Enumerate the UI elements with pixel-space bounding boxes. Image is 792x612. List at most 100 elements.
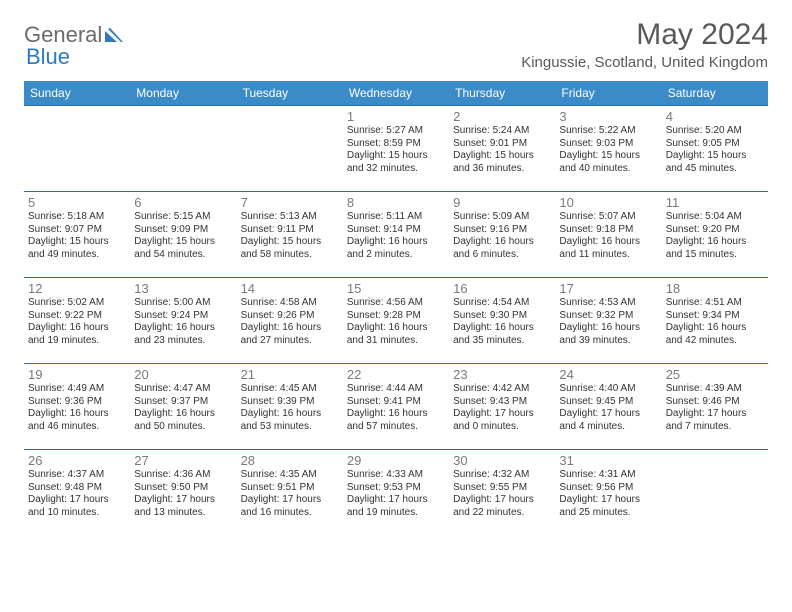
- calendar-day-cell: 15Sunrise: 4:56 AMSunset: 9:28 PMDayligh…: [343, 278, 449, 364]
- day-info: Sunrise: 4:44 AMSunset: 9:41 PMDaylight:…: [347, 383, 445, 433]
- day-info: Sunrise: 5:02 AMSunset: 9:22 PMDaylight:…: [28, 297, 126, 347]
- weekday-header: Wednesday: [343, 81, 449, 106]
- calendar-day-cell: 30Sunrise: 4:32 AMSunset: 9:55 PMDayligh…: [449, 450, 555, 536]
- day-info: Sunrise: 5:20 AMSunset: 9:05 PMDaylight:…: [666, 125, 764, 175]
- day-number: 29: [347, 453, 445, 468]
- calendar-week-row: 12Sunrise: 5:02 AMSunset: 9:22 PMDayligh…: [24, 278, 768, 364]
- calendar-day-cell: 12Sunrise: 5:02 AMSunset: 9:22 PMDayligh…: [24, 278, 130, 364]
- calendar-table: SundayMondayTuesdayWednesdayThursdayFrid…: [24, 81, 768, 536]
- calendar-day-cell: 11Sunrise: 5:04 AMSunset: 9:20 PMDayligh…: [662, 192, 768, 278]
- weekday-header: Tuesday: [237, 81, 343, 106]
- day-number: 5: [28, 195, 126, 210]
- calendar-day-cell: 19Sunrise: 4:49 AMSunset: 9:36 PMDayligh…: [24, 364, 130, 450]
- calendar-day-cell: 8Sunrise: 5:11 AMSunset: 9:14 PMDaylight…: [343, 192, 449, 278]
- calendar-day-cell: 18Sunrise: 4:51 AMSunset: 9:34 PMDayligh…: [662, 278, 768, 364]
- day-number: 31: [559, 453, 657, 468]
- day-info: Sunrise: 4:58 AMSunset: 9:26 PMDaylight:…: [241, 297, 339, 347]
- day-number: 26: [28, 453, 126, 468]
- calendar-day-cell: 22Sunrise: 4:44 AMSunset: 9:41 PMDayligh…: [343, 364, 449, 450]
- calendar-day-cell: 10Sunrise: 5:07 AMSunset: 9:18 PMDayligh…: [555, 192, 661, 278]
- day-info: Sunrise: 5:11 AMSunset: 9:14 PMDaylight:…: [347, 211, 445, 261]
- month-title: May 2024: [521, 18, 768, 52]
- calendar-day-cell: 16Sunrise: 4:54 AMSunset: 9:30 PMDayligh…: [449, 278, 555, 364]
- day-number: 4: [666, 109, 764, 124]
- calendar-header-row: SundayMondayTuesdayWednesdayThursdayFrid…: [24, 81, 768, 106]
- day-number: 12: [28, 281, 126, 296]
- day-info: Sunrise: 5:15 AMSunset: 9:09 PMDaylight:…: [134, 211, 232, 261]
- day-number: 1: [347, 109, 445, 124]
- location-text: Kingussie, Scotland, United Kingdom: [521, 54, 768, 71]
- day-number: 20: [134, 367, 232, 382]
- day-info: Sunrise: 4:56 AMSunset: 9:28 PMDaylight:…: [347, 297, 445, 347]
- calendar-day-cell: 1Sunrise: 5:27 AMSunset: 8:59 PMDaylight…: [343, 106, 449, 192]
- day-info: Sunrise: 4:54 AMSunset: 9:30 PMDaylight:…: [453, 297, 551, 347]
- calendar-empty-cell: [130, 106, 236, 192]
- day-info: Sunrise: 5:27 AMSunset: 8:59 PMDaylight:…: [347, 125, 445, 175]
- weekday-header: Friday: [555, 81, 661, 106]
- calendar-day-cell: 25Sunrise: 4:39 AMSunset: 9:46 PMDayligh…: [662, 364, 768, 450]
- day-number: 21: [241, 367, 339, 382]
- day-info: Sunrise: 4:45 AMSunset: 9:39 PMDaylight:…: [241, 383, 339, 433]
- day-number: 8: [347, 195, 445, 210]
- calendar-day-cell: 28Sunrise: 4:35 AMSunset: 9:51 PMDayligh…: [237, 450, 343, 536]
- day-number: 11: [666, 195, 764, 210]
- brand-logo: GeneralBlue: [24, 24, 125, 68]
- day-number: 25: [666, 367, 764, 382]
- day-number: 27: [134, 453, 232, 468]
- day-info: Sunrise: 4:53 AMSunset: 9:32 PMDaylight:…: [559, 297, 657, 347]
- day-number: 30: [453, 453, 551, 468]
- day-info: Sunrise: 4:33 AMSunset: 9:53 PMDaylight:…: [347, 469, 445, 519]
- day-number: 2: [453, 109, 551, 124]
- calendar-day-cell: 24Sunrise: 4:40 AMSunset: 9:45 PMDayligh…: [555, 364, 661, 450]
- day-info: Sunrise: 4:49 AMSunset: 9:36 PMDaylight:…: [28, 383, 126, 433]
- day-info: Sunrise: 5:18 AMSunset: 9:07 PMDaylight:…: [28, 211, 126, 261]
- day-info: Sunrise: 4:36 AMSunset: 9:50 PMDaylight:…: [134, 469, 232, 519]
- triangle-icon: [105, 24, 125, 46]
- calendar-day-cell: 27Sunrise: 4:36 AMSunset: 9:50 PMDayligh…: [130, 450, 236, 536]
- day-info: Sunrise: 4:42 AMSunset: 9:43 PMDaylight:…: [453, 383, 551, 433]
- day-info: Sunrise: 4:40 AMSunset: 9:45 PMDaylight:…: [559, 383, 657, 433]
- calendar-day-cell: 21Sunrise: 4:45 AMSunset: 9:39 PMDayligh…: [237, 364, 343, 450]
- calendar-week-row: 5Sunrise: 5:18 AMSunset: 9:07 PMDaylight…: [24, 192, 768, 278]
- day-number: 16: [453, 281, 551, 296]
- day-info: Sunrise: 5:13 AMSunset: 9:11 PMDaylight:…: [241, 211, 339, 261]
- day-number: 10: [559, 195, 657, 210]
- day-number: 13: [134, 281, 232, 296]
- day-number: 7: [241, 195, 339, 210]
- day-number: 17: [559, 281, 657, 296]
- day-info: Sunrise: 5:04 AMSunset: 9:20 PMDaylight:…: [666, 211, 764, 261]
- day-number: 23: [453, 367, 551, 382]
- calendar-day-cell: 6Sunrise: 5:15 AMSunset: 9:09 PMDaylight…: [130, 192, 236, 278]
- calendar-day-cell: 2Sunrise: 5:24 AMSunset: 9:01 PMDaylight…: [449, 106, 555, 192]
- day-number: 3: [559, 109, 657, 124]
- day-info: Sunrise: 4:51 AMSunset: 9:34 PMDaylight:…: [666, 297, 764, 347]
- calendar-day-cell: 23Sunrise: 4:42 AMSunset: 9:43 PMDayligh…: [449, 364, 555, 450]
- brand-part2: Blue: [26, 44, 70, 69]
- day-number: 19: [28, 367, 126, 382]
- calendar-day-cell: 7Sunrise: 5:13 AMSunset: 9:11 PMDaylight…: [237, 192, 343, 278]
- day-info: Sunrise: 4:32 AMSunset: 9:55 PMDaylight:…: [453, 469, 551, 519]
- day-info: Sunrise: 4:39 AMSunset: 9:46 PMDaylight:…: [666, 383, 764, 433]
- day-info: Sunrise: 5:24 AMSunset: 9:01 PMDaylight:…: [453, 125, 551, 175]
- weekday-header: Monday: [130, 81, 236, 106]
- calendar-week-row: 26Sunrise: 4:37 AMSunset: 9:48 PMDayligh…: [24, 450, 768, 536]
- calendar-day-cell: 4Sunrise: 5:20 AMSunset: 9:05 PMDaylight…: [662, 106, 768, 192]
- day-info: Sunrise: 5:09 AMSunset: 9:16 PMDaylight:…: [453, 211, 551, 261]
- day-info: Sunrise: 4:35 AMSunset: 9:51 PMDaylight:…: [241, 469, 339, 519]
- day-number: 18: [666, 281, 764, 296]
- day-info: Sunrise: 5:00 AMSunset: 9:24 PMDaylight:…: [134, 297, 232, 347]
- brand-part1: General: [24, 24, 102, 46]
- calendar-week-row: 1Sunrise: 5:27 AMSunset: 8:59 PMDaylight…: [24, 106, 768, 192]
- day-number: 15: [347, 281, 445, 296]
- day-number: 28: [241, 453, 339, 468]
- day-number: 14: [241, 281, 339, 296]
- weekday-header: Saturday: [662, 81, 768, 106]
- calendar-day-cell: 17Sunrise: 4:53 AMSunset: 9:32 PMDayligh…: [555, 278, 661, 364]
- day-info: Sunrise: 5:22 AMSunset: 9:03 PMDaylight:…: [559, 125, 657, 175]
- day-info: Sunrise: 5:07 AMSunset: 9:18 PMDaylight:…: [559, 211, 657, 261]
- header: GeneralBlue May 2024 Kingussie, Scotland…: [24, 18, 768, 71]
- title-block: May 2024 Kingussie, Scotland, United Kin…: [521, 18, 768, 71]
- calendar-day-cell: 3Sunrise: 5:22 AMSunset: 9:03 PMDaylight…: [555, 106, 661, 192]
- calendar-day-cell: 29Sunrise: 4:33 AMSunset: 9:53 PMDayligh…: [343, 450, 449, 536]
- weekday-header: Sunday: [24, 81, 130, 106]
